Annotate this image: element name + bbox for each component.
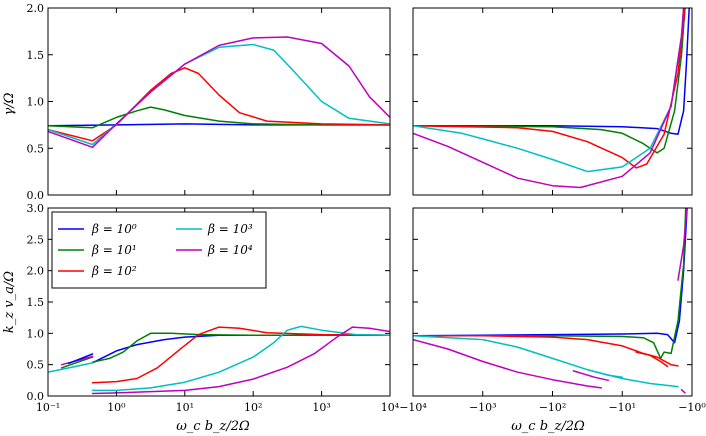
xtick-label-bottom-right-3: −10¹ xyxy=(608,401,636,414)
series-line-bottom-left-b10-6-0 xyxy=(60,356,94,369)
xlabel-left: ω_c b_z/2Ω xyxy=(176,419,250,434)
xtick-label-bottom-left-1: 10⁰ xyxy=(107,401,126,414)
axes-frame-bottom-right xyxy=(412,207,693,397)
series-line-top-left-b100-2-0 xyxy=(48,67,390,142)
series-line-bottom-right-b1000-3-1 xyxy=(586,368,624,378)
xlabel-right: ω_c b_z/2Ω xyxy=(511,419,585,434)
ytick-label-bottom-left-0: 0.0 xyxy=(27,390,45,403)
series-line-bottom-left-b1000-3-0 xyxy=(91,325,390,392)
series-line-top-right-b1-0-0 xyxy=(413,8,690,135)
series-line-bottom-right-b1000-3-0 xyxy=(413,335,679,388)
xtick-label-bottom-left-0: 10⁻¹ xyxy=(36,401,60,414)
ytick-label-bottom-left-4: 2.0 xyxy=(27,265,45,278)
series-line-bottom-right-b10-1-0 xyxy=(413,208,687,360)
series-line-bottom-left-b10-1-0 xyxy=(91,332,390,363)
legend: β = 10⁰ β = 10¹ β = 10² β = 10³ β = 10⁴ xyxy=(51,211,267,289)
series-line-bottom-left-b1-8-0 xyxy=(67,353,94,365)
ytick-label-bottom-left-2: 1.0 xyxy=(27,327,45,340)
ytick-label-bottom-left-1: 0.5 xyxy=(27,359,45,372)
ytick-label-bottom-left-3: 1.5 xyxy=(27,296,45,309)
xtick-label-bottom-right-1: −10³ xyxy=(469,401,497,414)
legend-box xyxy=(51,211,267,289)
series-line-bottom-right-b10000-4-2 xyxy=(680,388,686,394)
xtick-label-bottom-left-4: 10³ xyxy=(312,401,330,414)
legend-label-b100: β = 10² xyxy=(91,264,137,278)
series-line-top-left-b10000-4-0 xyxy=(48,36,390,149)
legend-label-b1: β = 10⁰ xyxy=(91,222,137,236)
series-line-bottom-right-b10000-4-1 xyxy=(572,370,610,382)
series-line-top-right-b10000-4-0 xyxy=(413,8,685,189)
panel-top-right xyxy=(412,7,693,196)
ytick-label-top-left-0: 0.0 xyxy=(27,189,45,202)
panel-bottom-right: −10⁴ −10³ −10² −10¹ −10⁰ xyxy=(399,207,706,414)
legend-label-b10000: β = 10⁴ xyxy=(207,243,253,257)
panel-top-left: 0.0 0.5 1.0 1.5 2.0 xyxy=(27,2,391,202)
ytick-label-top-left-3: 1.5 xyxy=(27,49,45,62)
axes-frame-top-left xyxy=(47,7,391,196)
ytick-label-top-left-2: 1.0 xyxy=(27,96,45,109)
series-group-top-right xyxy=(413,8,690,189)
xtick-label-bottom-right-0: −10⁴ xyxy=(399,401,427,414)
ytick-label-bottom-left-6: 3.0 xyxy=(27,202,45,215)
xtick-label-bottom-left-3: 10² xyxy=(244,401,262,414)
ytick-label-top-left-1: 0.5 xyxy=(27,142,45,155)
series-line-bottom-right-b10000-4-0 xyxy=(413,338,603,389)
series-line-top-right-b1000-3-0 xyxy=(413,8,685,173)
series-group-top-left xyxy=(48,36,390,149)
axes-frame-top-right xyxy=(412,7,693,196)
series-line-bottom-right-b100-2-0 xyxy=(413,335,679,367)
series-line-top-left-b10-1-0 xyxy=(48,106,390,129)
panel-bottom-left: 0.0 0.5 1.0 1.5 2.0 2.5 3.0 10⁻¹ 10⁰ 10¹ 10² 10³ 10⁴ xyxy=(27,202,400,414)
series-line-bottom-left-b10000-4-0 xyxy=(91,326,390,395)
xtick-label-bottom-left-2: 10¹ xyxy=(176,401,194,414)
xtick-label-bottom-right-2: −10² xyxy=(539,401,567,414)
ylabel-top: γ/Ω xyxy=(2,92,17,115)
series-line-bottom-left-b1-0-0 xyxy=(91,334,390,364)
series-group-bottom-right xyxy=(413,208,688,394)
ytick-label-bottom-left-5: 2.5 xyxy=(27,233,45,246)
series-line-bottom-left-b1000-5-0 xyxy=(48,362,94,373)
series-line-bottom-left-b100-2-0 xyxy=(91,326,390,384)
legend-label-b10: β = 10¹ xyxy=(91,243,137,257)
legend-label-b1000: β = 10³ xyxy=(207,222,253,236)
series-line-bottom-right-b100-2-1 xyxy=(635,351,669,368)
ytick-label-top-left-4: 2.0 xyxy=(27,2,45,15)
series-group-bottom-left xyxy=(48,325,390,395)
series-line-bottom-right-b1-0-0 xyxy=(413,208,688,344)
ylabel-bottom: k_z v_a/Ω xyxy=(2,271,17,333)
series-line-bottom-right-b10000-4-3 xyxy=(677,208,688,281)
xtick-label-bottom-left-5: 10⁴ xyxy=(381,401,400,414)
xtick-label-bottom-right-4: −10⁰ xyxy=(678,401,706,414)
